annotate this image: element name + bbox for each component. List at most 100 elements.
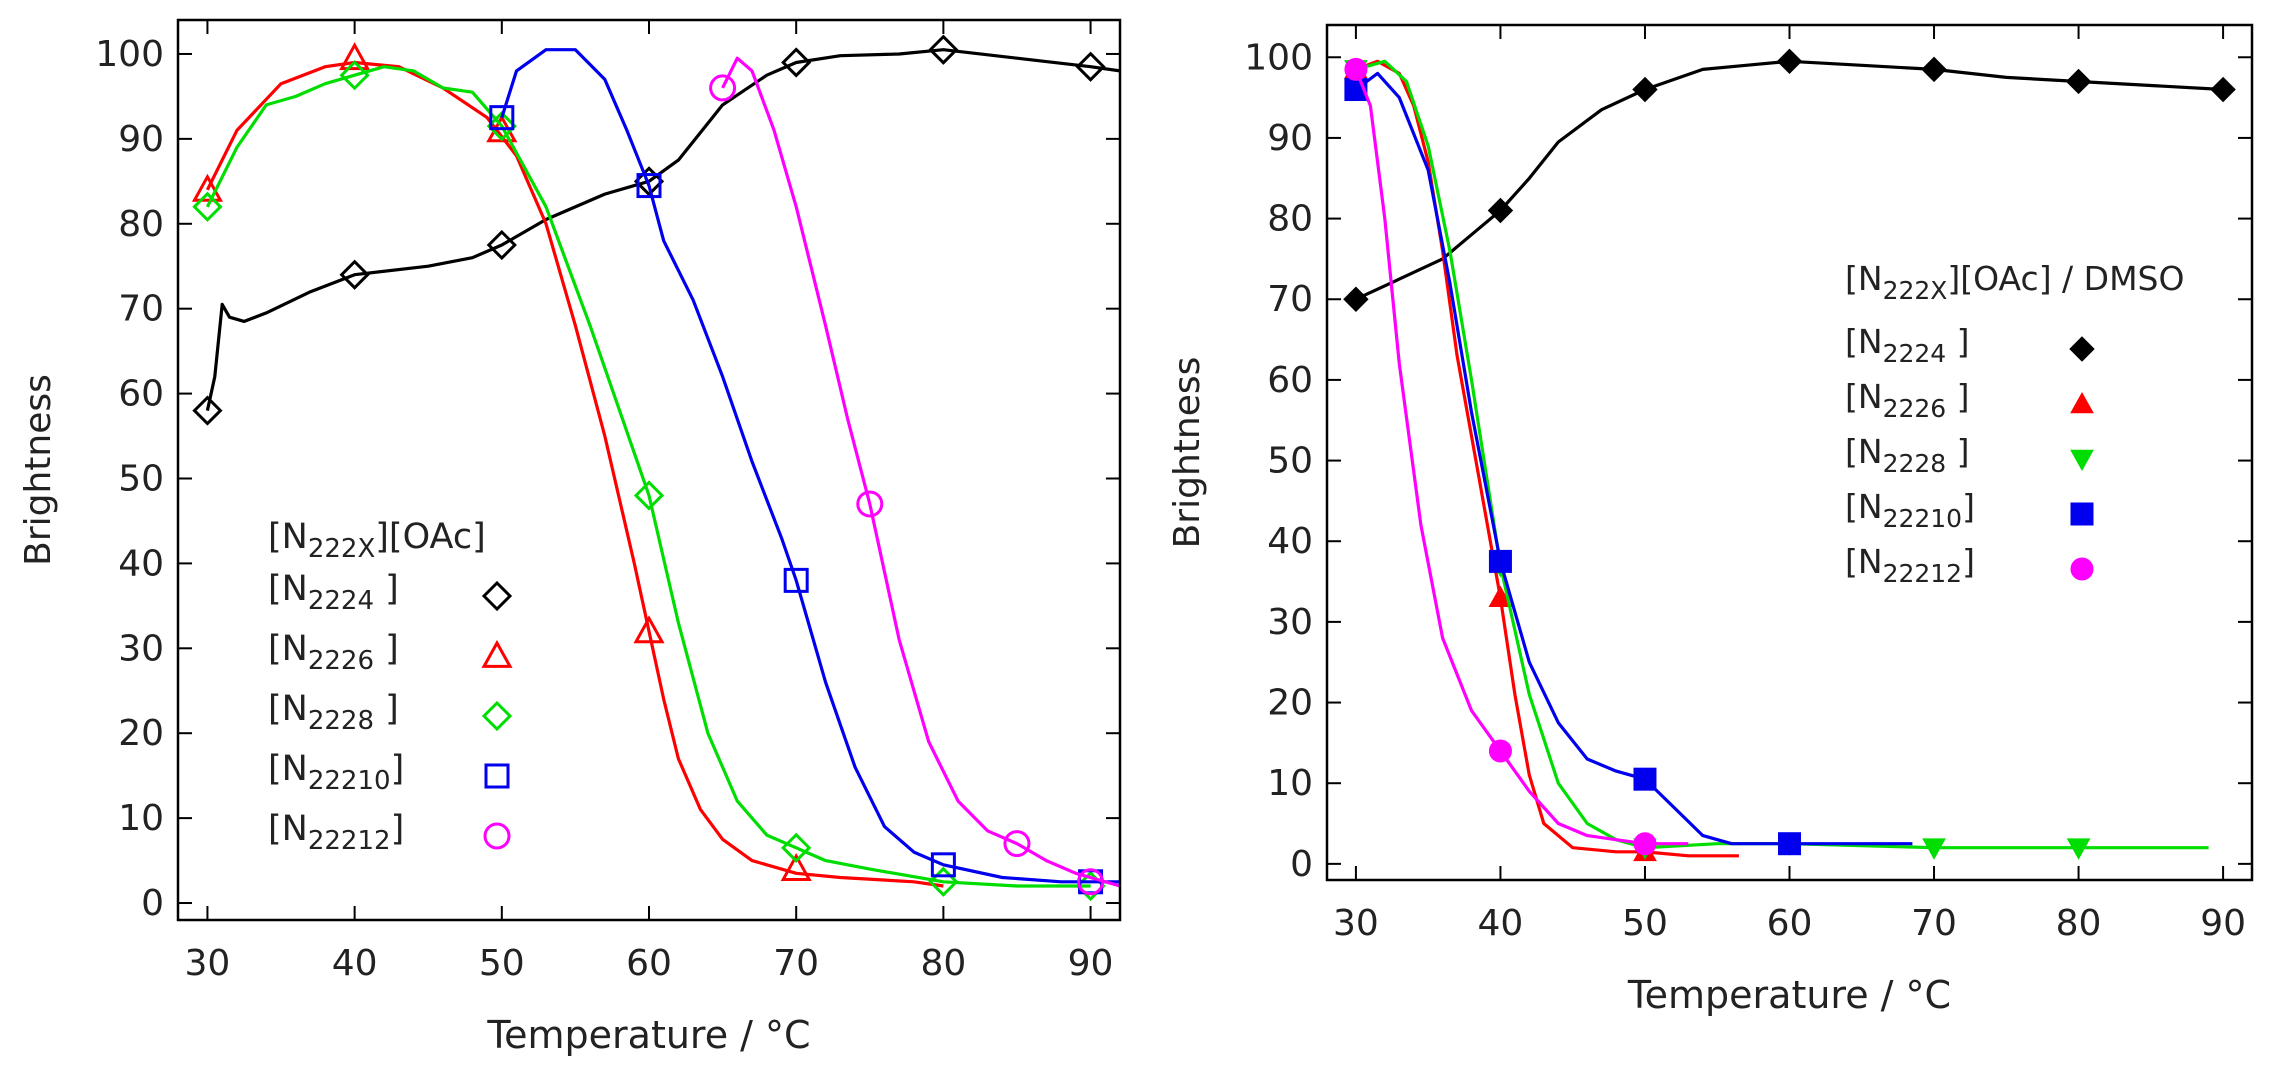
legend-marker-22212: [2070, 557, 2094, 581]
data-point-2228: [192, 191, 223, 222]
data-point-2224: [2210, 76, 2236, 103]
left-panel-plot-area: [191, 34, 1120, 902]
legend-title-suffix: ][OAc] / DMSO: [1947, 259, 2184, 298]
right-panel-frame: [1325, 23, 2254, 882]
legend-label-22210-subscript: 22210: [1883, 504, 1963, 533]
data-point-22212: [1633, 832, 1657, 856]
series-line-2226: [205, 60, 944, 888]
x-tick-label: 50: [479, 943, 525, 984]
data-point-2226: [633, 615, 665, 644]
legend-label-2228: [N2228 ]: [268, 689, 399, 736]
legend-label-22212-prefix: [N: [1845, 542, 1883, 581]
legend-label-2224-subscript: 2224: [308, 586, 374, 616]
x-axis-label: Temperature / °C: [1627, 973, 1951, 1017]
legend-label-2228-prefix: [N: [1845, 432, 1883, 471]
y-tick-label: 40: [118, 543, 164, 584]
y-tick-label: 90: [118, 119, 164, 160]
y-tick-label: 0: [141, 883, 164, 924]
legend-title: [N222X][OAc] / DMSO: [1845, 259, 2184, 305]
data-point-2226: [339, 42, 371, 71]
data-point-2224: [2065, 68, 2092, 95]
legend-label-22212-prefix: [N: [268, 809, 308, 849]
x-tick-label: 30: [185, 943, 231, 984]
x-tick-label: 50: [1622, 903, 1668, 944]
legend-label-22210: [N22210]: [268, 749, 404, 796]
x-tick-label: 80: [920, 943, 966, 984]
legend-marker-2224: [481, 580, 513, 612]
legend-label-2228-suffix: ]: [1946, 432, 1969, 471]
legend-label-22210-suffix: ]: [391, 749, 405, 789]
legend-label-2226-prefix: [N: [268, 629, 308, 669]
data-point-22212: [1488, 739, 1512, 763]
series-line-2224: [205, 48, 1120, 411]
y-tick-label: 30: [1267, 602, 1313, 643]
data-point-2228: [633, 480, 665, 511]
series-line-22210: [500, 48, 1120, 884]
data-point-22210: [1488, 549, 1512, 573]
legend-marker-22212: [483, 822, 511, 850]
legend-marker-22210: [484, 763, 510, 789]
data-point-2224: [1632, 76, 1658, 103]
legend-label-2228: [N2228 ]: [1845, 432, 1970, 478]
data-point-2228: [781, 832, 812, 863]
legend-title-subscript: 222X: [1883, 276, 1948, 305]
legend-label-22212: [N22212]: [1845, 542, 1975, 588]
data-point-2224: [192, 395, 223, 426]
legend-label-22212-suffix: ]: [391, 809, 405, 849]
left-panel: 30 40 50 60 70 80 90 0 10 20 30 40 50 60 70 80 90 100 Temp…: [18, 18, 1122, 1057]
data-point-22212: [709, 74, 737, 102]
legend: [N222X][OAc] / DMSO[N2224 ][N2226 ][N222…: [1845, 259, 2184, 588]
data-point-2224: [633, 166, 665, 197]
data-point-2224: [339, 259, 370, 290]
legend-label-2226-suffix: ]: [1946, 377, 1969, 416]
legend-label-2224-prefix: [N: [268, 569, 308, 609]
legend-label-2226: [N2226 ]: [268, 629, 399, 676]
y-tick-label: 80: [1267, 199, 1313, 240]
y-tick-label: 60: [1267, 360, 1313, 401]
legend-label-2228-subscript: 2228: [308, 706, 374, 736]
data-point-2224: [1921, 56, 1947, 83]
series-line-22210: [1354, 71, 1913, 846]
y-axis-label: Brightness: [18, 374, 59, 566]
legend-label-2228-prefix: [N: [268, 689, 308, 729]
y-tick-label: 20: [1267, 683, 1313, 724]
data-point-2228: [2066, 838, 2091, 860]
x-tick-label: 40: [1478, 903, 1524, 944]
legend-label-2224-suffix: ]: [374, 569, 399, 609]
legend-label-22210: [N22210]: [1845, 487, 1975, 533]
x-tick-label: 60: [626, 943, 672, 984]
legend-label-22210-prefix: [N: [268, 749, 308, 789]
legend-label-22210-prefix: [N: [1845, 487, 1883, 526]
legend-label-22212-subscript: 22212: [1883, 559, 1963, 588]
legend: [N222X][OAc][N2224 ][N2226 ][N2228 ][N22…: [268, 517, 513, 856]
legend-marker-2224: [2069, 336, 2095, 362]
legend-label-2228-suffix: ]: [374, 689, 399, 729]
y-tick-label: 20: [118, 713, 164, 754]
data-point-22212: [1003, 830, 1031, 858]
y-tick-label: 100: [1244, 37, 1313, 78]
data-point-22210: [1778, 832, 1801, 856]
y-tick-label: 0: [1290, 844, 1313, 885]
y-tick-label: 50: [1267, 441, 1313, 482]
legend-label-2224: [N2224 ]: [1845, 322, 1970, 368]
data-point-2228: [339, 60, 370, 91]
legend-label-2224: [N2224 ]: [268, 569, 399, 616]
data-point-22210: [930, 852, 956, 878]
legend-label-2224-subscript: 2224: [1883, 339, 1947, 368]
data-point-2224: [928, 34, 959, 65]
data-point-2228: [1922, 838, 1946, 860]
data-point-22212: [1077, 868, 1105, 896]
y-tick-label: 50: [118, 458, 164, 499]
x-tick-label: 70: [773, 943, 819, 984]
x-tick-label: 60: [1767, 903, 1813, 944]
y-axis-label: Brightness: [1167, 357, 1208, 549]
data-point-2224: [1075, 51, 1106, 82]
series-line-2224: [1355, 59, 2224, 301]
legend-label-2224-suffix: ]: [1946, 322, 1969, 361]
data-point-2224: [781, 47, 812, 78]
legend-marker-2226: [2070, 391, 2094, 414]
legend-label-2228-subscript: 2228: [1883, 449, 1947, 478]
y-tick-label: 40: [1267, 521, 1313, 562]
